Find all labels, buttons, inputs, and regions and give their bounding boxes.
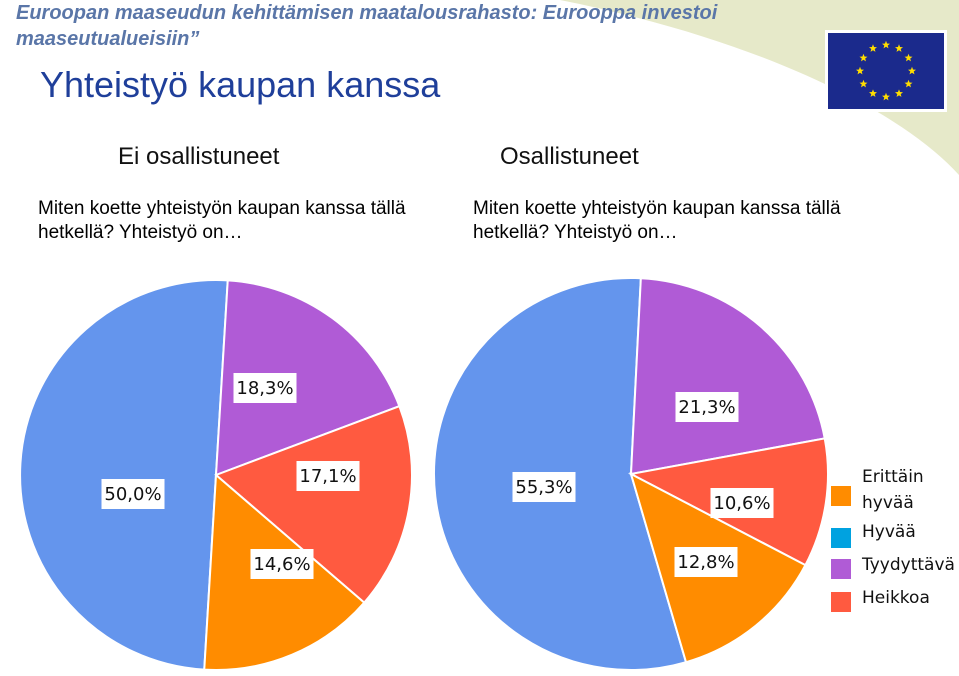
data-label: 14,6% bbox=[253, 554, 310, 575]
question-text-right: Miten koette yhteistyön kaupan kanssa tä… bbox=[473, 198, 841, 243]
data-label-box bbox=[101, 479, 165, 509]
pie-slice-tyydyttävä bbox=[629, 277, 826, 476]
data-label-box bbox=[296, 461, 360, 491]
page-title: Yhteistyö kaupan kanssa bbox=[40, 64, 441, 105]
pie-chart-non-participants: 50,0% 18,3% 17,1% 14,6% bbox=[19, 278, 413, 671]
pie-slice-tyydyttävä bbox=[214, 279, 401, 477]
data-label-box bbox=[233, 373, 297, 403]
legend-label: Heikkoa bbox=[862, 588, 930, 608]
data-label: 12,8% bbox=[677, 552, 734, 573]
legend-swatch bbox=[831, 486, 851, 506]
data-label-box bbox=[675, 392, 739, 422]
data-label-box bbox=[250, 549, 314, 579]
pie-slice-hyvää bbox=[19, 278, 229, 671]
legend-label: hyvää bbox=[862, 493, 914, 513]
eu-star bbox=[882, 40, 890, 49]
eu-star bbox=[895, 89, 903, 97]
program-banner: Euroopan maaseudun kehittämisen maatalou… bbox=[16, 2, 718, 50]
data-label-box bbox=[512, 472, 576, 502]
legend-swatch bbox=[831, 528, 851, 548]
eu-star bbox=[904, 79, 913, 88]
data-label: 21,3% bbox=[678, 397, 735, 418]
data-label-box bbox=[674, 547, 738, 577]
group-title-non-participants: Ei osallistuneet bbox=[118, 143, 280, 170]
eu-star bbox=[859, 53, 868, 62]
eu-star bbox=[869, 89, 877, 97]
legend: Erittäin hyvää Hyvää Tyydyttävä Heikkoa bbox=[831, 467, 955, 612]
legend-swatch bbox=[831, 592, 851, 612]
eu-star bbox=[904, 53, 913, 62]
eu-star bbox=[856, 66, 864, 75]
question-text-left: Miten koette yhteistyön kaupan kanssa tä… bbox=[38, 198, 406, 243]
eu-star bbox=[908, 66, 916, 75]
data-label: 55,3% bbox=[515, 477, 572, 498]
pie-slice-heikkoa bbox=[214, 404, 413, 605]
data-label: 17,1% bbox=[299, 466, 356, 487]
eu-flag-logo bbox=[825, 30, 947, 112]
legend-swatch bbox=[831, 559, 851, 579]
legend-label: Erittäin bbox=[862, 467, 924, 487]
eu-star bbox=[859, 79, 868, 88]
eu-star bbox=[882, 92, 890, 101]
pie-chart-participants: 55,3% 21,3% 10,6% 12,8% bbox=[433, 277, 829, 671]
data-label: 18,3% bbox=[236, 378, 293, 399]
data-label: 10,6% bbox=[713, 493, 770, 514]
legend-label: Hyvää bbox=[862, 522, 916, 542]
legend-label: Tyydyttävä bbox=[861, 555, 955, 575]
group-title-participants: Osallistuneet bbox=[500, 143, 639, 170]
eu-star bbox=[869, 44, 877, 52]
data-label: 50,0% bbox=[104, 484, 161, 505]
data-label-box bbox=[710, 488, 774, 518]
eu-star bbox=[895, 44, 903, 52]
